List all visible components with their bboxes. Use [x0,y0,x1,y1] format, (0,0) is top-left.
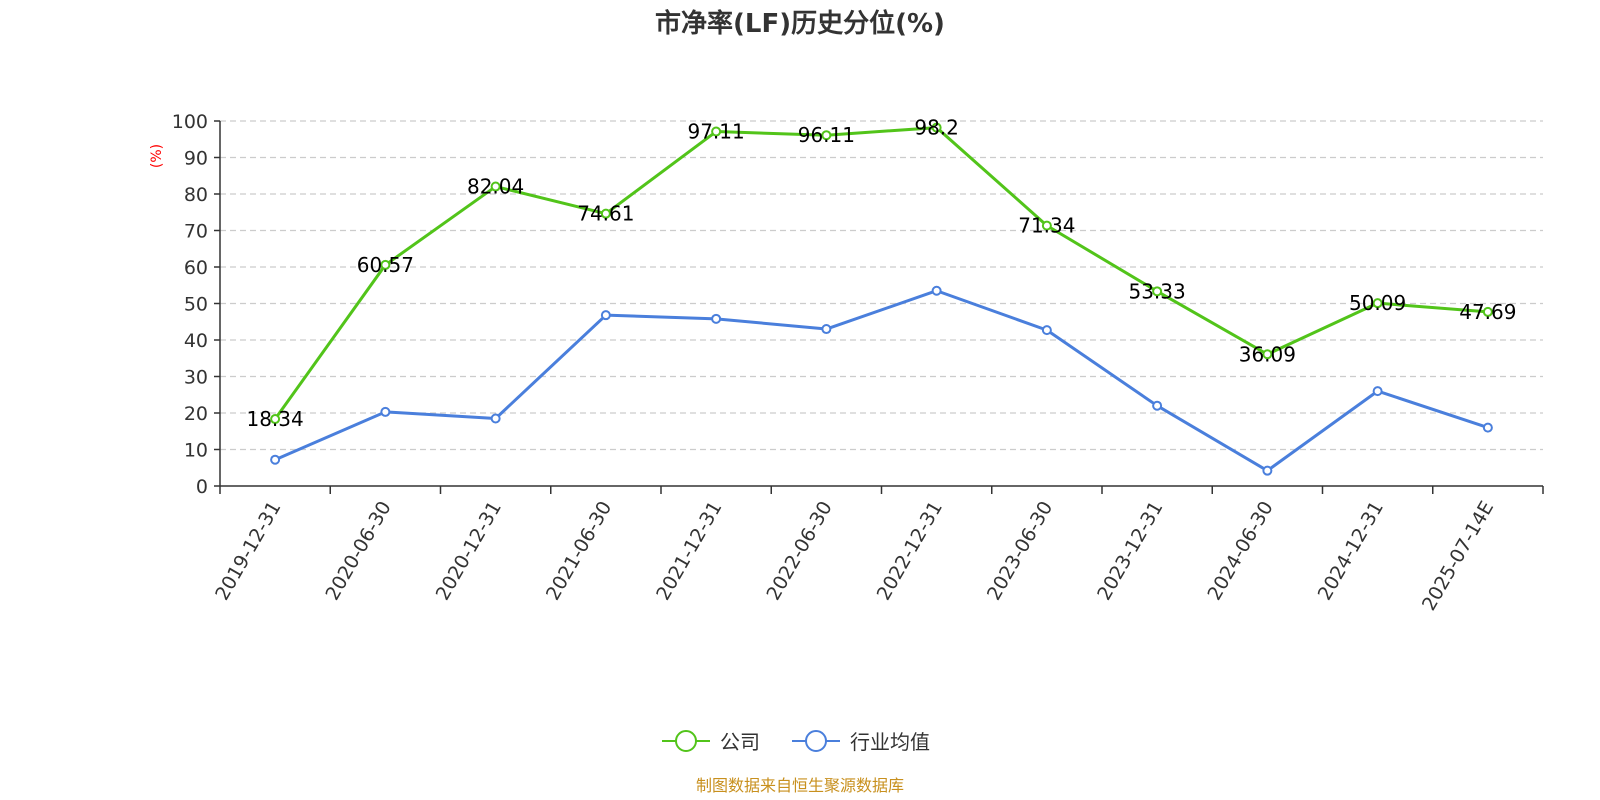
data-point [1482,306,1493,317]
legend-item-company[interactable]: 公司 [662,730,760,754]
series-line [274,289,1489,473]
data-point [1152,400,1163,411]
data-point [1262,465,1273,476]
series-industry [270,285,1493,476]
x-tick-label: 2023-06-30 [983,498,1057,605]
data-labels: 18.34 60.57 82.04 74.61 97.11 96.11 98.2 71.34 5… [246,116,1516,431]
data-point [490,413,501,424]
series-line [273,126,1488,420]
data-label: 18.34 [246,407,303,431]
data-point [821,324,832,335]
data-point [821,130,832,141]
x-tick-label: 2021-12-31 [652,498,726,605]
data-point [931,285,942,296]
data-point [490,181,501,192]
data-point [1041,220,1052,231]
y-tick-label: 50 [184,294,208,316]
data-label: 96.11 [798,123,855,147]
x-tick-label: 2023-12-31 [1093,498,1167,605]
x-tick-label: 2020-12-31 [432,498,506,605]
x-tick-label: 2022-06-30 [762,498,836,605]
x-tick-label: 2024-06-30 [1203,498,1277,605]
legend-label: 行业均值 [850,730,930,754]
data-point [600,208,611,219]
x-tick-label: 2020-06-30 [321,498,395,605]
data-label: 98.2 [914,116,959,140]
data-label: 36.09 [1239,342,1296,366]
y-tick-label: 60 [184,257,208,279]
data-point [1482,422,1493,433]
y-tick-label: 100 [172,111,208,133]
y-axis-label: (%) [149,144,165,168]
axes: 0 10 20 30 40 50 60 70 80 90 100 2019-12-31 2020-06-… [172,111,1544,615]
data-point [711,126,722,137]
y-tick-label: 20 [184,403,208,425]
source-note: 制图数据来自恒生聚源数据库 [696,776,904,795]
data-label: 53.33 [1128,279,1185,303]
data-point [270,454,281,465]
data-point [380,259,391,270]
y-tick-label: 80 [184,184,208,206]
data-point [1152,286,1163,297]
x-tick-label: 2022-12-31 [873,498,947,605]
data-label: 82.04 [467,175,524,199]
data-label: 71.34 [1018,214,1075,238]
legend-marker [805,730,827,752]
data-point [1372,298,1383,309]
data-point [1372,386,1383,397]
y-tick-label: 40 [184,330,208,352]
data-point [380,406,391,417]
y-tick-label: 90 [184,148,208,170]
data-label: 50.09 [1349,291,1406,315]
data-point [270,414,281,425]
legend-label: 公司 [720,730,760,754]
x-tick-label: 2021-06-30 [542,498,616,605]
series-layer [270,122,1493,476]
legend-item-industry[interactable]: 行业均值 [792,730,930,754]
y-tick-label: 10 [184,440,208,462]
grid-lines [220,120,1543,451]
data-point [711,313,722,324]
x-tick-label: 2024-12-31 [1314,498,1388,605]
chart-title: 市净率(LF)历史分位(%) [655,8,945,39]
data-point [1262,349,1273,360]
legend-marker [675,730,697,752]
legend: 公司 行业均值 [662,730,930,754]
y-tick-label: 0 [196,476,208,498]
y-tick-label: 30 [184,367,208,389]
data-label: 97.11 [687,120,744,144]
data-point [1041,325,1052,336]
data-label: 47.69 [1459,300,1516,324]
x-tick-label: 2019-12-31 [211,498,285,605]
data-label: 74.61 [577,202,634,226]
y-tick-label: 70 [184,221,208,243]
x-tick-label: 2025-07-14E [1418,498,1498,615]
data-point [600,310,611,321]
series-company [270,122,1493,425]
data-label: 60.57 [357,253,414,277]
data-point [931,122,942,133]
